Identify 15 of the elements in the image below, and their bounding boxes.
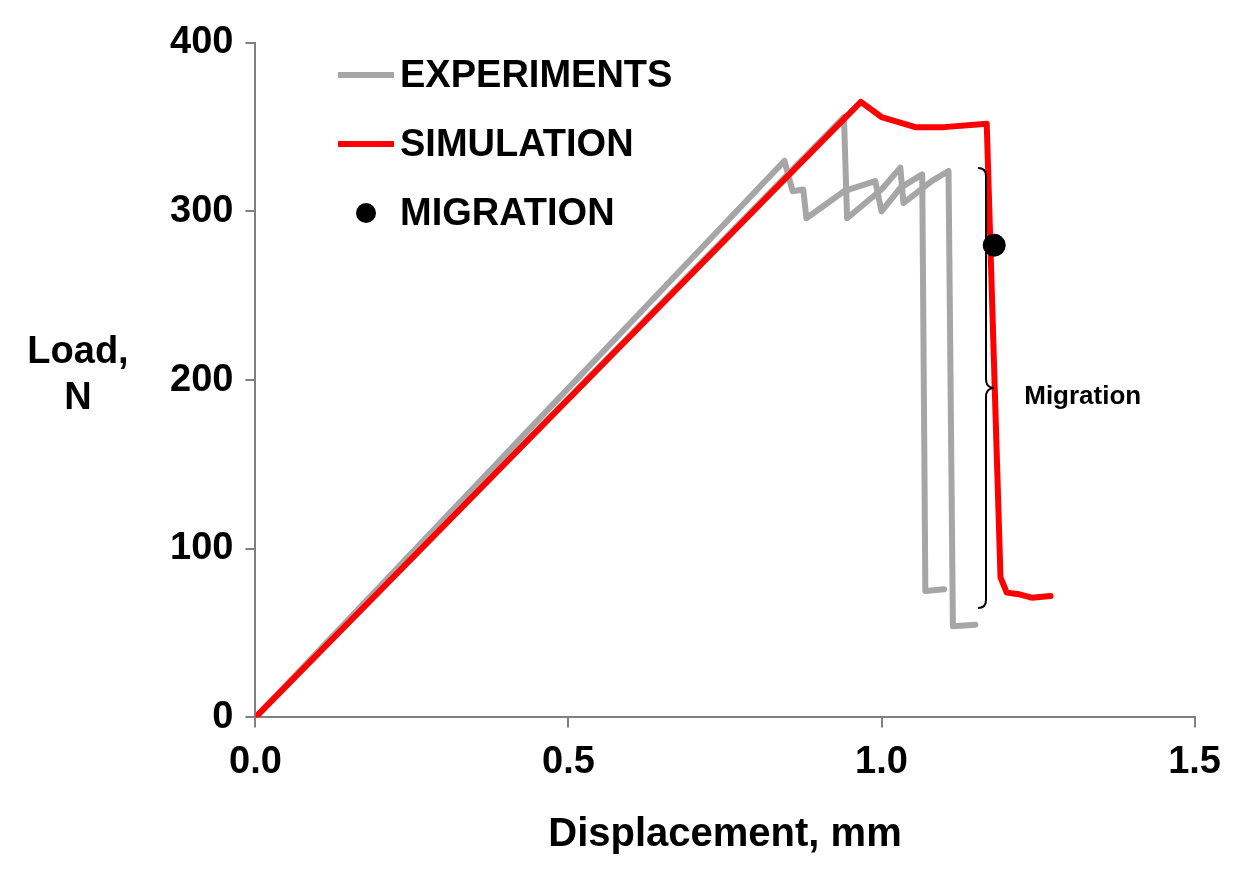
x-tick-label: 1.5 <box>1168 738 1221 781</box>
y-axis-title: Load, N <box>26 328 130 419</box>
y-tick-label: 100 <box>170 525 234 568</box>
x-axis-title: Displacement, mm <box>548 810 902 855</box>
y-tick-label: 400 <box>170 19 234 62</box>
x-tick-label: 1.0 <box>855 738 908 781</box>
y-tick-label: 300 <box>170 187 234 230</box>
legend-label: MIGRATION <box>400 191 615 234</box>
annotation: Migration <box>1024 379 1142 411</box>
x-tick-label: 0.0 <box>228 738 282 781</box>
x-tick-label: 0.5 <box>542 738 595 781</box>
legend-label: SIMULATION <box>400 122 634 165</box>
y-tick-label: 200 <box>170 356 234 399</box>
y-tick-label: 0 <box>212 693 234 736</box>
legend-label: EXPERIMENTS <box>400 53 673 96</box>
